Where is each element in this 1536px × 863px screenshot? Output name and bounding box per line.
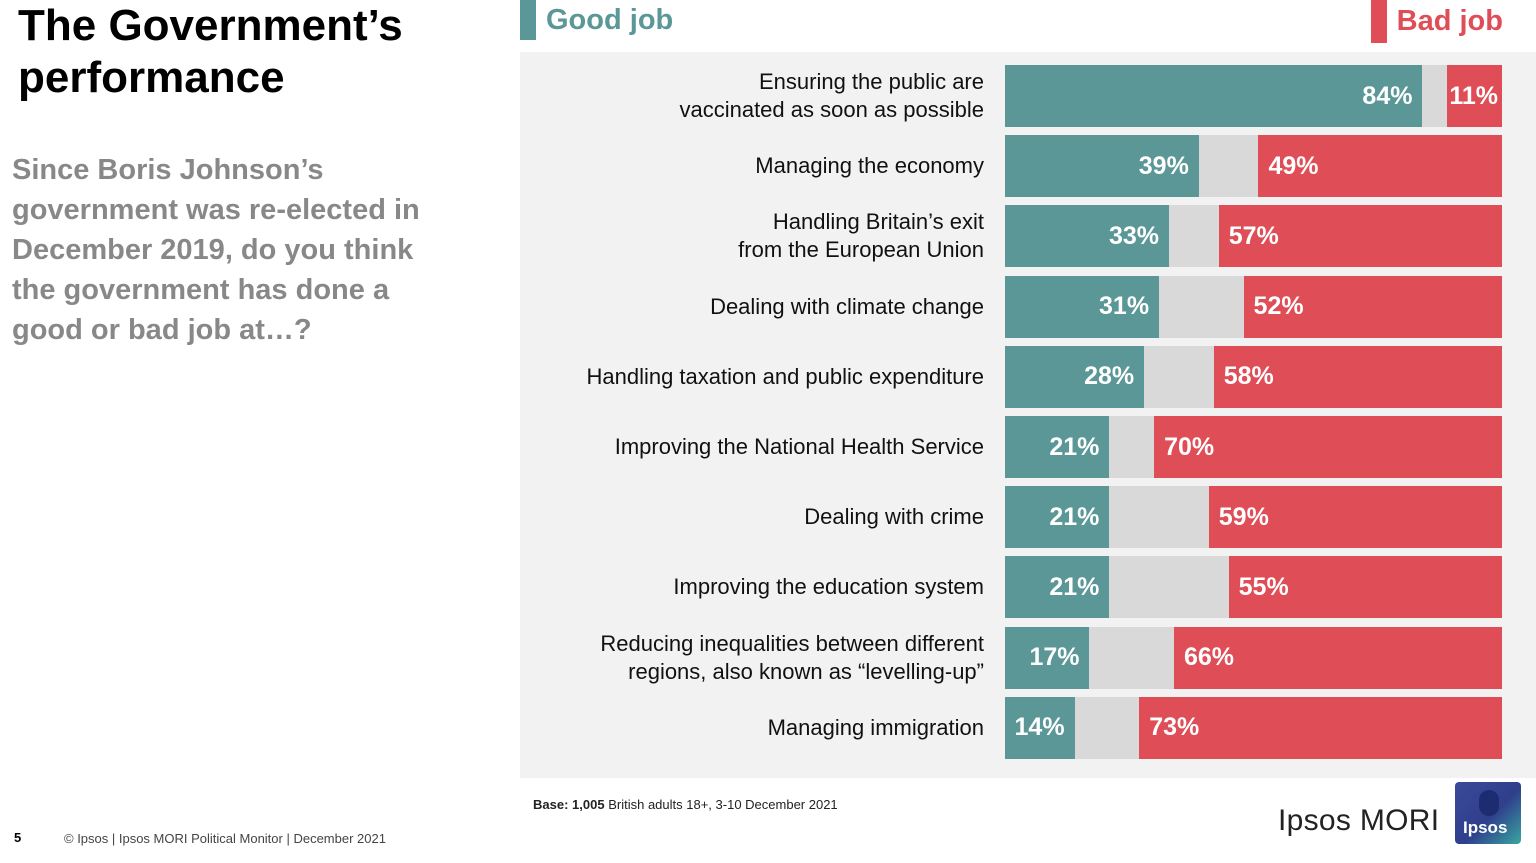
row-label-line: Handling taxation and public expenditure	[586, 363, 984, 389]
legend-bad-job: Bad job	[1370, 0, 1503, 43]
row-label: Handling Britain’s exit from the European…	[524, 205, 984, 267]
base-label: Base:	[533, 797, 569, 812]
bar-row: 28% 58%	[1005, 345, 1502, 408]
bar-row: 17% 66%	[1005, 626, 1502, 689]
row-label: Improving the education system	[524, 556, 984, 618]
row-label-line: Managing immigration	[767, 714, 984, 740]
bad-job-bar: 66%	[1173, 626, 1502, 689]
bar-row: 84% 11%	[1005, 65, 1502, 127]
base-description: British adults 18+, 3-10 December 2021	[608, 797, 838, 812]
row-label-line: Dealing with crime	[804, 504, 984, 530]
row-label: Dealing with climate change	[524, 276, 984, 338]
row-label: Managing the economy	[524, 135, 984, 197]
row-label-line: Reducing inequalities between different	[600, 630, 984, 656]
page-title: The Government’s performance	[18, 1, 403, 102]
good-job-bar: 14%	[1005, 696, 1075, 759]
good-job-bar: 21%	[1005, 556, 1110, 619]
legend-good-label: Good job	[546, 3, 674, 36]
base-note: Base: 1,005 British adults 18+, 3-10 Dec…	[533, 797, 838, 812]
row-label: Improving the National Health Service	[524, 416, 984, 478]
bar-row: 39% 49%	[1005, 135, 1502, 198]
brand-name: Ipsos MORI	[1278, 804, 1440, 837]
good-job-bar: 28%	[1005, 345, 1145, 408]
ipsos-logo: Ipsos	[1455, 782, 1521, 844]
good-job-bar: 39%	[1005, 135, 1199, 198]
bad-job-bar: 70%	[1154, 416, 1502, 478]
bad-job-bar: 57%	[1218, 205, 1502, 268]
good-job-bar: 21%	[1005, 416, 1110, 478]
legend-good-swatch	[520, 0, 536, 40]
good-job-bar: 31%	[1005, 275, 1160, 338]
footer-credit: © Ipsos | Ipsos MORI Political Monitor |…	[64, 831, 386, 846]
bad-job-bar: 55%	[1228, 556, 1502, 619]
bar-row: 14% 73%	[1005, 696, 1502, 759]
row-label-line: vaccinated as soon as possible	[679, 97, 984, 122]
bar-row: 21% 59%	[1005, 486, 1502, 549]
row-label: Reducing inequalities between different r…	[524, 627, 984, 689]
row-label-line: Managing the economy	[755, 153, 984, 179]
base-sample: 1,005	[572, 797, 605, 812]
logo-mark	[1479, 790, 1499, 816]
legend-good-job: Good job	[520, 0, 673, 40]
logo-text: Ipsos	[1463, 818, 1508, 837]
row-label-line: Ensuring the public are	[758, 69, 984, 94]
row-label: Dealing with crime	[524, 486, 984, 548]
legend-bad-label: Bad job	[1396, 5, 1503, 37]
row-label-line: Dealing with climate change	[710, 293, 984, 319]
survey-question: Since Boris Johnson’s government was re-…	[12, 154, 420, 346]
row-label: Ensuring the public are vaccinated as soo…	[524, 65, 984, 127]
row-label: Handling taxation and public expenditure	[524, 346, 984, 408]
bad-job-bar: 11%	[1447, 65, 1502, 127]
page-number: 5	[14, 830, 22, 845]
good-job-bar: 17%	[1005, 626, 1090, 689]
row-label-line: from the European Union	[738, 237, 984, 263]
row-label-line: Improving the National Health Service	[614, 434, 984, 459]
bar-row: 31% 52%	[1005, 275, 1502, 338]
row-label-line: Handling Britain’s exit	[772, 209, 984, 235]
bad-job-bar: 73%	[1139, 696, 1502, 759]
bar-row: 21% 70%	[1005, 416, 1502, 478]
good-job-bar: 33%	[1005, 205, 1169, 268]
bad-job-bar: 59%	[1208, 486, 1502, 549]
row-label-line: regions, also known as “levelling-up”	[628, 658, 984, 684]
bar-row: 33% 57%	[1005, 205, 1502, 268]
row-label-line: Improving the education system	[673, 574, 984, 600]
bad-job-bar: 52%	[1243, 275, 1502, 338]
bar-row: 21% 55%	[1005, 556, 1502, 619]
good-job-bar: 21%	[1005, 486, 1110, 549]
legend-bad-swatch	[1370, 0, 1387, 43]
bad-job-bar: 49%	[1258, 135, 1502, 198]
bad-job-bar: 58%	[1213, 345, 1502, 408]
good-job-bar: 84%	[1005, 65, 1423, 127]
row-label: Managing immigration	[524, 697, 984, 759]
